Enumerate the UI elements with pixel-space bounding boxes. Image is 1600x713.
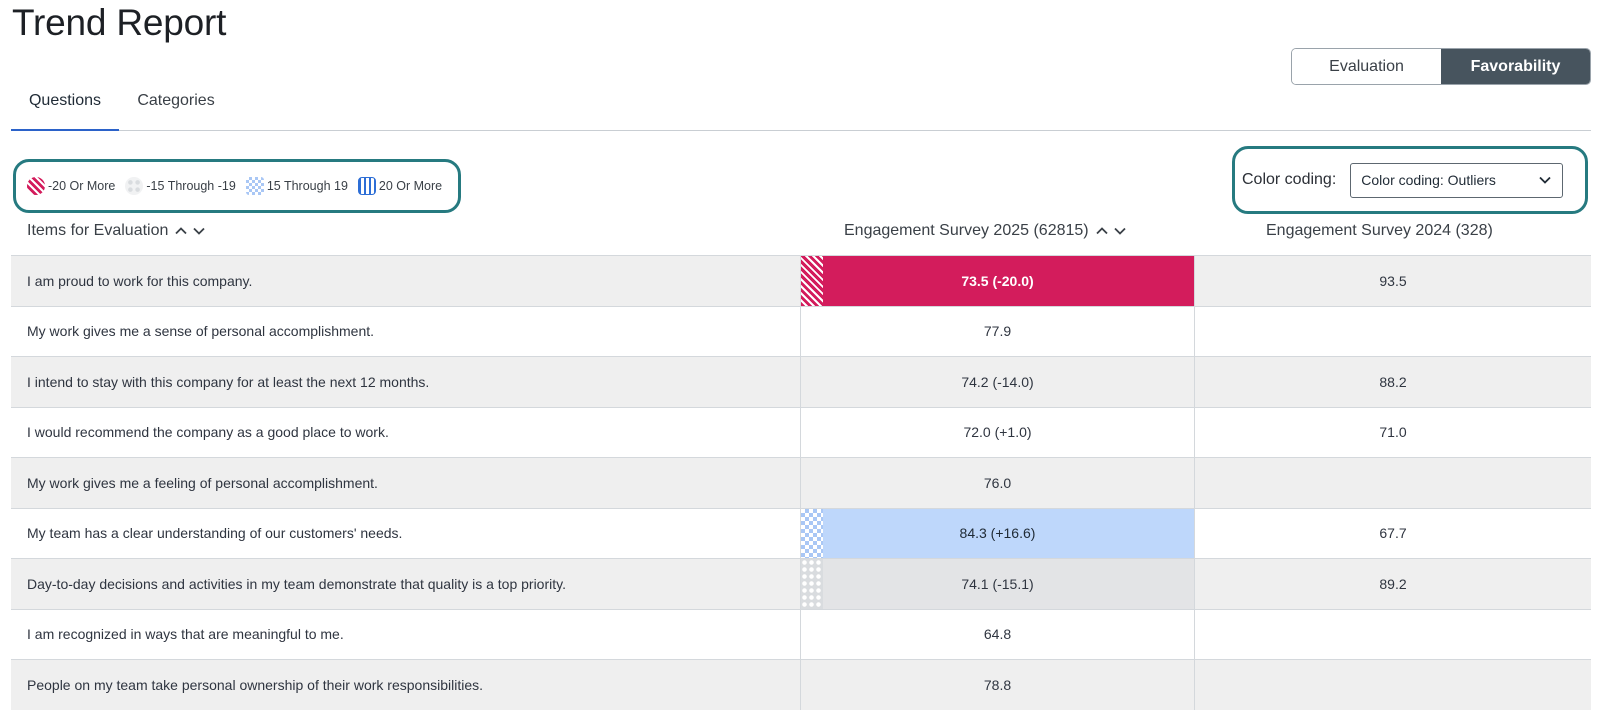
column-header-current-label: Engagement Survey 2025 (62815): [844, 222, 1089, 239]
table-row: My work gives me a sense of personal acc…: [11, 305, 1591, 357]
previous-score-cell: [1195, 307, 1591, 357]
view-toggle: Evaluation Favorability: [1291, 48, 1591, 85]
legend-label: -15 Through -19: [146, 179, 236, 193]
sort-ascending-icon[interactable]: [174, 224, 188, 238]
current-score-cell: 76.0: [801, 458, 1195, 508]
table-row: My team has a clear understanding of our…: [11, 507, 1591, 558]
table-row: I would recommend the company as a good …: [11, 406, 1591, 457]
legend-label: -20 Or More: [48, 179, 116, 193]
sort-descending-icon[interactable]: [192, 224, 206, 238]
sort-ascending-icon[interactable]: [1095, 224, 1109, 238]
color-coding-value: Color coding: Outliers: [1361, 172, 1496, 188]
current-score-cell: 74.1 (-15.1): [801, 559, 1195, 609]
legend-item-pos15: 15 Through 19: [245, 177, 348, 195]
previous-score-cell: [1195, 458, 1591, 508]
legend-item-pos20: 20 Or More: [357, 177, 443, 195]
current-score: 84.3 (+16.6): [959, 525, 1036, 542]
column-header-items-label: Items for Evaluation: [27, 222, 169, 239]
previous-score-cell: 88.2: [1379, 373, 1407, 390]
current-score-cell: 78.8: [801, 660, 1195, 710]
current-score: 73.5 (-20.0): [961, 272, 1034, 289]
tab-bar: Questions Categories: [11, 84, 1591, 131]
table-row: I intend to stay with this company for a…: [11, 356, 1591, 407]
current-score-cell: 77.9: [801, 306, 1195, 356]
current-score: 72.0 (+1.0): [963, 424, 1032, 441]
favorability-toggle-button[interactable]: Favorability: [1441, 49, 1590, 84]
question-cell: Day-to-day decisions and activities in m…: [11, 559, 801, 609]
column-header-current: Engagement Survey 2025 (62815): [844, 222, 1127, 240]
table-row: I am recognized in ways that are meaning…: [11, 608, 1591, 660]
trend-table: I am proud to work for this company. 73.…: [11, 255, 1591, 710]
question-cell: I would recommend the company as a good …: [11, 407, 801, 457]
question-cell: My work gives me a feeling of personal a…: [11, 458, 801, 508]
column-header-previous-label: Engagement Survey 2024 (328): [1266, 222, 1493, 239]
table-row: Day-to-day decisions and activities in m…: [11, 558, 1591, 609]
checker-icon: [245, 177, 264, 195]
chevron-down-icon: [1539, 176, 1551, 184]
current-score: 74.1 (-15.1): [961, 575, 1034, 592]
current-score: 74.2 (-14.0): [961, 373, 1034, 390]
evaluation-toggle-button[interactable]: Evaluation: [1292, 49, 1441, 84]
current-score: 64.8: [983, 626, 1012, 643]
previous-score-cell: 93.5: [1379, 272, 1407, 289]
legend-label: 15 Through 19: [266, 179, 348, 193]
diagonal-stripes-icon: [801, 256, 823, 306]
color-coding-label: Color coding:: [1242, 171, 1337, 188]
dots-icon: [125, 177, 144, 195]
column-header-items: Items for Evaluation: [27, 222, 206, 240]
question-cell: My work gives me a sense of personal acc…: [11, 306, 801, 356]
previous-score-cell: [1195, 660, 1591, 710]
question-cell: I am recognized in ways that are meaning…: [11, 609, 801, 659]
color-coding-select[interactable]: Color coding: Outliers: [1350, 162, 1564, 198]
legend-item-neg15: -15 Through -19: [125, 177, 236, 195]
sort-descending-icon[interactable]: [1113, 224, 1127, 238]
legend-item-neg20: -20 Or More: [27, 177, 115, 195]
current-score: 77.9: [983, 323, 1012, 340]
question-cell: People on my team take personal ownershi…: [11, 660, 801, 710]
tab-questions[interactable]: Questions: [11, 84, 119, 131]
previous-score-cell: [1195, 610, 1591, 660]
previous-score-cell: 89.2: [1379, 575, 1407, 592]
current-score-cell: 74.2 (-14.0): [801, 357, 1195, 407]
color-coding-control: Color coding: Color coding: Outliers: [1232, 146, 1588, 214]
current-score-cell: 73.5 (-20.0): [801, 256, 1195, 306]
page-title: Trend Report: [12, 2, 227, 43]
table-row: I am proud to work for this company. 73.…: [11, 255, 1591, 306]
current-score: 78.8: [983, 676, 1012, 693]
legend-label: 20 Or More: [378, 179, 443, 193]
column-header-previous: Engagement Survey 2024 (328): [1266, 222, 1493, 240]
checker-icon: [801, 508, 823, 558]
previous-score-cell: 67.7: [1379, 525, 1407, 542]
question-cell: I intend to stay with this company for a…: [11, 357, 801, 407]
current-score-cell: 72.0 (+1.0): [801, 407, 1195, 457]
table-row: My work gives me a feeling of personal a…: [11, 457, 1591, 508]
current-score-cell: 84.3 (+16.6): [801, 508, 1195, 558]
color-legend: -20 Or More -15 Through -19 15 Through 1…: [13, 159, 461, 213]
question-cell: My team has a clear understanding of our…: [11, 508, 801, 558]
question-cell: I am proud to work for this company.: [11, 256, 801, 306]
vertical-stripes-icon: [357, 177, 376, 195]
current-score: 76.0: [983, 474, 1012, 491]
current-score-cell: 64.8: [801, 609, 1195, 659]
previous-score-cell: 71.0: [1379, 424, 1407, 441]
dots-icon: [801, 559, 823, 609]
table-row: People on my team take personal ownershi…: [11, 659, 1591, 710]
diagonal-stripes-icon: [27, 177, 45, 195]
tab-categories[interactable]: Categories: [137, 92, 215, 109]
